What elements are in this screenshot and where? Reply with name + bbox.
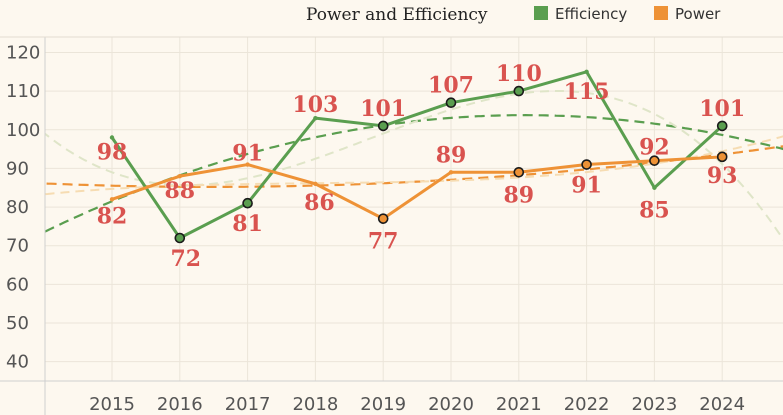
point-efficiency [652,185,657,190]
data-label-efficiency: 107 [428,73,474,99]
axes: 40 50 60 70 80 90 100 110 120 2015 2016 2017 2018 201… [0,36,783,415]
data-label-efficiency: 72 [170,246,201,272]
data-label-efficiency: 98 [97,139,128,165]
legend: Power and Efficiency Efficiency Power [306,5,721,25]
x-tick-label: 2019 [360,394,406,415]
marker-efficiency [445,97,457,109]
markers [109,69,728,244]
x-tick-label: 2023 [631,394,677,415]
data-label-power: 77 [368,229,399,255]
y-tick-label: 70 [6,236,29,257]
point-power [245,162,250,167]
y-tick-label: 80 [6,197,29,218]
series-line-efficiency [110,70,724,240]
y-tick-label: 40 [6,352,29,373]
marker-efficiency [242,197,253,209]
x-tick-label: 2016 [157,394,203,415]
data-label-power: 91 [571,173,602,199]
point-power [177,173,182,179]
marker-power [716,151,728,163]
y-tick-label: 100 [6,120,40,141]
series-lines [110,70,724,240]
data-label-power: 82 [97,203,128,229]
trend-line-efficiency-cubic [45,90,783,241]
y-tick-label: 60 [6,274,29,295]
x-tick-label: 2024 [699,394,745,415]
y-tick-label: 110 [6,81,40,102]
x-tick-label: 2022 [564,394,610,415]
legend-label-efficiency[interactable]: Efficiency [555,5,627,23]
y-tick-label: 50 [6,313,29,334]
series-line-power [111,155,723,221]
x-tick-label: 2021 [496,394,542,415]
y-tick-label: 90 [6,158,29,179]
trend-line-power-cubic [45,135,783,196]
marker-efficiency [174,232,186,244]
data-label-efficiency: 101 [699,96,745,122]
data-label-efficiency: 101 [360,96,406,122]
data-label-power: 93 [707,163,738,189]
legend-label-power[interactable]: Power [675,5,721,23]
legend-swatch-efficiency [534,6,548,20]
marker-power [513,166,525,178]
marker-power [377,213,389,224]
legend-swatch-power [654,6,668,20]
grid [45,37,783,381]
x-tick-label: 2018 [292,394,338,415]
x-tick-label: 2017 [225,394,271,415]
x-tick-label: 2020 [428,394,474,415]
chart-title: Power and Efficiency [306,5,488,25]
marker-efficiency [716,120,728,132]
marker-efficiency [513,85,525,97]
data-label-power: 88 [164,178,195,204]
x-tick-label: 2015 [89,394,135,415]
marker-efficiency [377,120,389,132]
point-power [313,181,318,187]
data-label-efficiency: 103 [292,92,338,118]
y-tick-label: 120 [6,42,40,63]
data-label-power: 91 [232,141,263,167]
trend-line-power-quadratic [45,145,783,188]
point-power [109,197,115,202]
marker-power [581,159,592,170]
trend-line-efficiency-quadratic [45,113,783,233]
marker-power [649,155,660,166]
data-labels: 98 72 81 103 101 107 110 115 85 101 82 88 91 86 77 89 89… [97,61,745,272]
data-label-power: 89 [503,182,534,208]
point-efficiency [109,135,115,140]
point-power [448,170,454,175]
trend-lines [45,90,783,241]
data-label-efficiency: 85 [639,198,670,224]
point-efficiency [584,69,589,74]
data-label-efficiency: 115 [564,79,610,105]
data-label-power: 89 [436,142,467,168]
data-label-efficiency: 110 [496,61,542,87]
point-efficiency [313,115,318,121]
data-label-power: 92 [639,135,670,161]
data-label-efficiency: 81 [232,211,263,237]
data-label-power: 86 [304,190,335,216]
